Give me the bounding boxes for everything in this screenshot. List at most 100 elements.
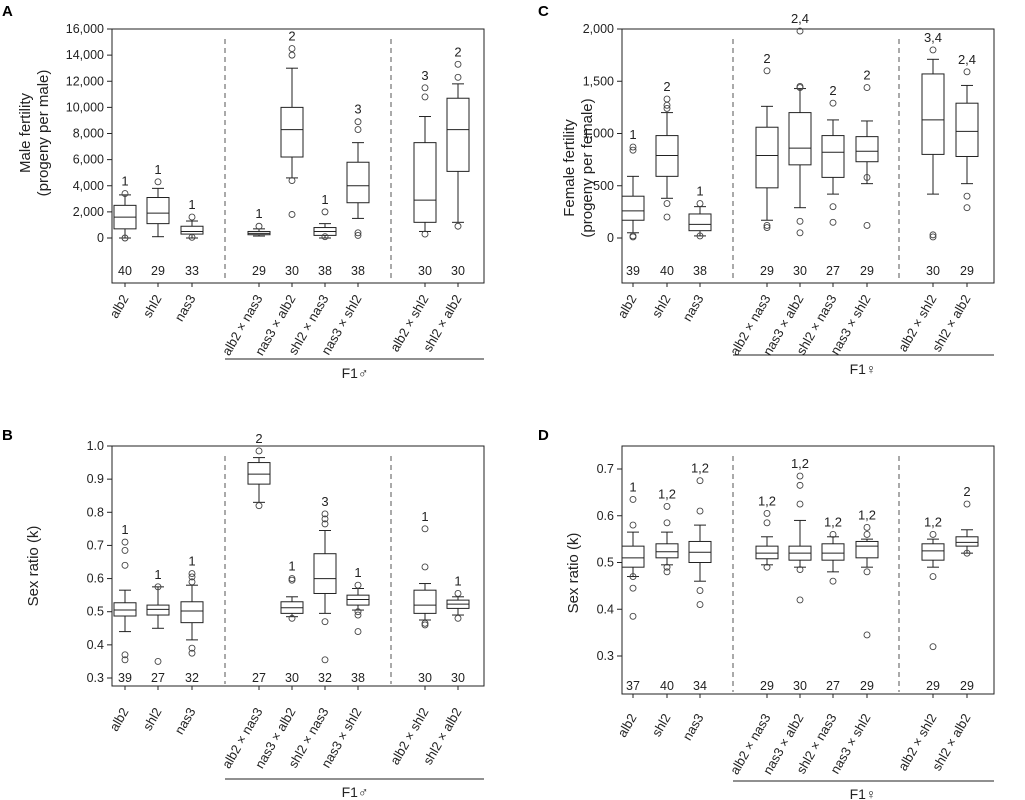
outlier-point	[154, 657, 162, 665]
outlier-point	[696, 587, 704, 594]
outlier-point	[829, 218, 837, 226]
significance-label: 1,2	[858, 507, 876, 522]
category-label: nas3	[172, 292, 199, 324]
y-tick-label: 0.9	[87, 472, 104, 486]
panel-letter: D	[538, 427, 549, 444]
box-body	[688, 213, 712, 232]
outlier-point	[188, 213, 196, 221]
outlier-point	[288, 51, 296, 59]
significance-label: 2	[663, 79, 670, 94]
category-label: nas3	[680, 292, 707, 324]
outlier-point	[863, 84, 871, 91]
outlier-point	[421, 93, 429, 101]
y-axis-label: Male fertility(progeny per male)	[17, 70, 52, 197]
significance-label: 1	[321, 192, 328, 207]
significance-label: 1	[629, 127, 636, 142]
category-label: alb2	[106, 292, 131, 321]
box-2: 1,2 40 shl2	[649, 486, 679, 739]
outlier-point	[929, 233, 937, 241]
n-label: 30	[451, 264, 465, 278]
outlier-point	[154, 583, 162, 591]
y-axis-label-line: Sex ratio (k)	[565, 533, 582, 614]
box-body	[146, 604, 170, 616]
box-1: 1 37 alb2	[614, 479, 645, 740]
significance-label: 3	[421, 68, 428, 83]
n-label: 29	[960, 264, 974, 278]
significance-label: 2	[863, 68, 870, 83]
box-body	[247, 462, 271, 485]
y-tick-label: 0.4	[597, 602, 614, 616]
panel-c: C 0 500 1,000 1,500 2,000 Female fertility(pro…	[538, 3, 995, 377]
outlier-point	[121, 538, 129, 546]
box-1: 1 39 alb2	[614, 127, 645, 321]
outlier-point	[629, 146, 637, 154]
category-label: shl2	[140, 292, 165, 320]
outlier-point	[963, 549, 971, 557]
n-label: 29	[760, 679, 774, 693]
panel-letter: A	[2, 3, 13, 20]
outlier-point	[929, 643, 937, 651]
f1-group-label: F1♀	[850, 361, 877, 377]
f1-group-label: F1♀	[850, 786, 877, 800]
significance-label: 2	[454, 44, 461, 59]
n-label: 29	[860, 679, 874, 693]
outlier-point	[963, 68, 971, 76]
outlier-point	[288, 177, 296, 184]
panel-b: B 0.3 0.4 0.5 0.6 0.7 0.8 0.9 1.0 Sex ratio (k) 1 3…	[2, 427, 485, 800]
y-tick-label: 0.6	[597, 509, 614, 523]
significance-label: 1,2	[924, 514, 942, 529]
box-body	[921, 543, 945, 561]
box-body	[113, 602, 137, 617]
y-tick-label: 4,000	[73, 179, 104, 193]
panel-a: A 0 2,000 4,000 6,000 8,000 10,000 12,000 14,000…	[2, 3, 485, 381]
y-tick-label: 0	[97, 231, 104, 245]
outlier-point	[321, 515, 329, 523]
outlier-point	[354, 118, 362, 126]
box-body	[280, 106, 304, 158]
n-label: 30	[926, 264, 940, 278]
outlier-point	[288, 45, 296, 53]
outlier-point	[929, 531, 937, 538]
significance-label: 1	[188, 554, 195, 569]
outlier-point	[763, 224, 771, 232]
outlier-point	[696, 507, 704, 515]
y-tick-label: 6,000	[73, 153, 104, 167]
box-body	[755, 545, 779, 560]
significance-label: 2	[288, 29, 295, 44]
box-body	[821, 135, 845, 178]
outlier-point	[929, 231, 937, 239]
box-body	[921, 73, 945, 155]
n-label: 33	[185, 264, 199, 278]
outlier-point	[121, 234, 129, 242]
n-label: 30	[793, 679, 807, 693]
n-label: 27	[151, 671, 165, 685]
box-2: 1 27 shl2	[140, 567, 170, 733]
outlier-point	[629, 584, 637, 592]
y-tick-label: 500	[593, 179, 614, 193]
significance-label: 1	[421, 509, 428, 524]
box-body	[180, 225, 204, 235]
outlier-point	[663, 101, 671, 109]
outlier-point	[829, 531, 837, 538]
y-tick-label: 0	[607, 231, 614, 245]
outlier-point	[354, 628, 362, 636]
outlier-point	[454, 614, 462, 622]
outlier-point	[963, 204, 971, 212]
significance-label: 1	[454, 573, 461, 588]
outlier-point	[863, 523, 871, 531]
outlier-point	[796, 217, 804, 225]
n-label: 29	[926, 679, 940, 693]
y-tick-label: 0.4	[87, 638, 104, 652]
box-body	[788, 112, 812, 166]
outlier-point	[454, 73, 462, 81]
outlier-point	[829, 577, 837, 585]
significance-label: 1	[154, 162, 161, 177]
n-label: 38	[351, 671, 365, 685]
significance-label: 1	[629, 479, 636, 494]
